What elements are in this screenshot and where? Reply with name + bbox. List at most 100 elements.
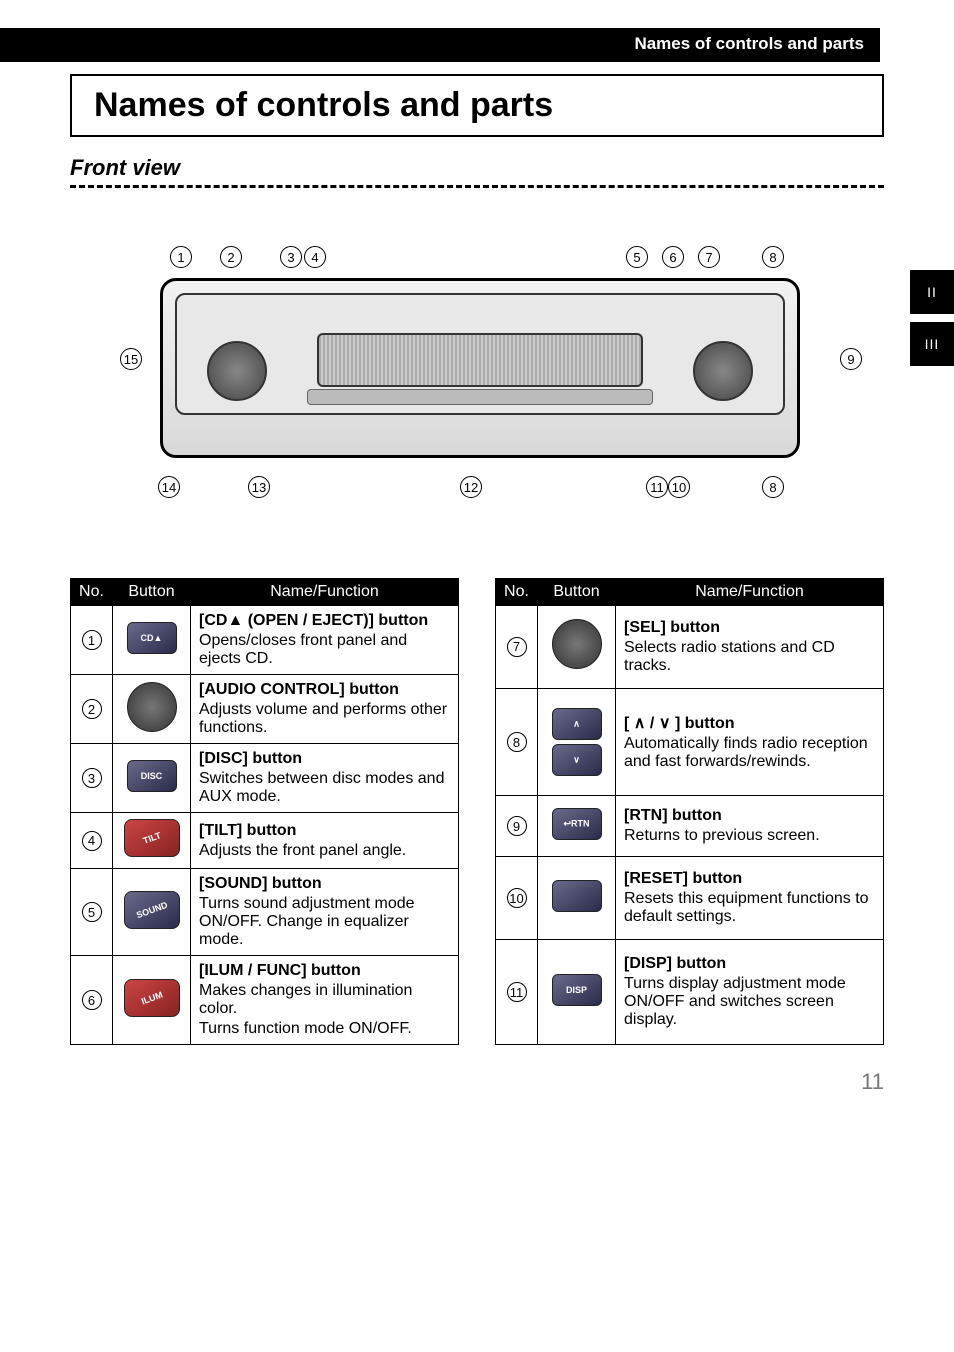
table-row: 4 TILT [TILT] buttonAdjusts the front pane… [71,813,459,869]
right-function-table: No. Button Name/Function 7[SEL] buttonSe… [495,578,884,1045]
circled-number: 4 [82,831,102,851]
function-name: [RESET] button [624,870,875,888]
callout-13: 13 [248,476,270,498]
row-button-icon: CD▲ [113,606,191,675]
row-no: 5 [71,869,113,956]
row-function: [ILUM / FUNC] button Makes changes in ill… [191,956,459,1045]
circled-number: 10 [507,888,527,908]
function-desc: Turns function mode ON/OFF. [199,1020,450,1038]
function-name: [SOUND] button [199,875,450,893]
table-row: 2 [AUDIO CONTROL] buttonAdjusts volume an… [71,675,459,744]
circled-number: 8 [507,732,527,752]
callout-6: 6 [662,246,684,268]
button-glyph-icon: TILT [124,819,180,857]
button-glyph-icon: DISC [127,760,177,792]
row-no: 4 [71,813,113,869]
down-button-icon: ∨ [552,744,602,776]
side-tab-ii: II [910,270,954,314]
function-desc: Selects radio stations and CD tracks. [624,639,875,675]
circled-number: 11 [507,982,527,1002]
side-tab-iii: III [910,322,954,366]
row-function: [ ∧ / ∨ ] buttonAutomatically finds radi… [616,688,884,795]
th-function: Name/Function [191,579,459,606]
button-glyph-icon: SOUND [124,891,180,929]
circled-number: 9 [507,816,527,836]
circled-number: 1 [82,630,102,650]
callout-1: 1 [170,246,192,268]
row-button-icon [538,606,616,689]
table-row: 1 CD▲ [CD▲ (OPEN / EJECT)] button Opens/clo… [71,606,459,675]
function-desc: Turns sound adjustment mode ON/OFF. Chan… [199,895,450,949]
row-button-icon: DISP [538,940,616,1045]
table-row: 9↩RTN[RTN] buttonReturns to previous scr… [496,796,884,857]
table-row: 8 ∧∨[ ∧ / ∨ ] buttonAutomatically finds r… [496,688,884,795]
row-no: 2 [71,675,113,744]
button-glyph-icon: CD▲ [127,622,177,654]
row-button-icon: DISC [113,744,191,813]
table-row: 6ILUM[ILUM / FUNC] buttonMakes changes i… [71,956,459,1045]
left-knob-icon [207,341,267,401]
row-function: [CD▲ (OPEN / EJECT)] button Opens/closes … [191,606,459,675]
manual-page: Names of controls and parts Names of con… [0,0,954,1125]
breadcrumb: Names of controls and parts [634,34,864,54]
row-no: 3 [71,744,113,813]
table-row: 5 SOUND [SOUND] button Turns sound adjustme… [71,869,459,956]
row-no: 7 [496,606,538,689]
circled-number: 3 [82,768,102,788]
function-name: [SEL] button [624,619,875,637]
function-name: [CD▲ (OPEN / EJECT)] button [199,612,450,630]
row-no: 9 [496,796,538,857]
circled-number: 5 [82,902,102,922]
button-glyph-icon [552,619,602,669]
left-function-table: No. Button Name/Function 1CD▲[CD▲ (OPEN … [70,578,459,1045]
callout-11: 11 [646,476,668,498]
row-function: [AUDIO CONTROL] buttonAdjusts volume and… [191,675,459,744]
section-subheading: Front view [70,155,884,181]
function-name: [ ∧ / ∨ ] button [624,713,875,733]
stereo-outline [160,278,800,458]
callout-14: 14 [158,476,180,498]
row-button-icon: ∧∨ [538,688,616,795]
row-function: [RESET] button Resets this equipment func… [616,857,884,940]
row-function: [SEL] button Selects radio stations and C… [616,606,884,689]
function-desc: Makes changes in illumination color. [199,982,450,1018]
table-row: 10 [RESET] button Resets this equipment fu… [496,857,884,940]
callout-2: 2 [220,246,242,268]
callout-4: 4 [304,246,326,268]
callout-8: 8 [762,476,784,498]
page-number: 11 [861,1069,884,1095]
row-function: [TILT] buttonAdjusts the front panel ang… [191,813,459,869]
circled-number: 7 [507,637,527,657]
table-row: 3DISC[DISC] buttonSwitches between disc … [71,744,459,813]
function-desc: Opens/closes front panel and ejects CD. [199,632,450,668]
th-button: Button [538,579,616,606]
right-knob-icon [693,341,753,401]
callout-12: 12 [460,476,482,498]
row-button-icon [538,857,616,940]
th-no: No. [496,579,538,606]
front-view-diagram: 12345678 159 14131211108 [70,238,884,538]
button-glyph-icon [552,880,602,912]
function-desc: Adjusts volume and performs other functi… [199,701,450,737]
function-desc: Resets this equipment functions to defau… [624,890,875,926]
callout-5: 5 [626,246,648,268]
table-row: 7 [SEL] button Selects radio stations and … [496,606,884,689]
row-no: 11 [496,940,538,1045]
display-window-icon [317,333,643,387]
row-no: 8 [496,688,538,795]
function-desc: Turns display adjustment mode ON/OFF and… [624,975,875,1029]
callout-9: 9 [840,348,862,370]
th-button: Button [113,579,191,606]
button-glyph-icon: ILUM [124,979,180,1017]
button-strip-icon [307,389,653,405]
function-name: [DISC] button [199,750,450,768]
row-button-icon: SOUND [113,869,191,956]
callout-7: 7 [698,246,720,268]
callout-10: 10 [668,476,690,498]
function-tables: No. Button Name/Function 1 CD▲ [CD▲ (OPEN … [70,578,884,1045]
function-name: [ILUM / FUNC] button [199,962,450,980]
callout-3: 3 [280,246,302,268]
row-function: [SOUND] button Turns sound adjustment mod… [191,869,459,956]
function-desc: Adjusts the front panel angle. [199,842,450,860]
callout-15: 15 [120,348,142,370]
